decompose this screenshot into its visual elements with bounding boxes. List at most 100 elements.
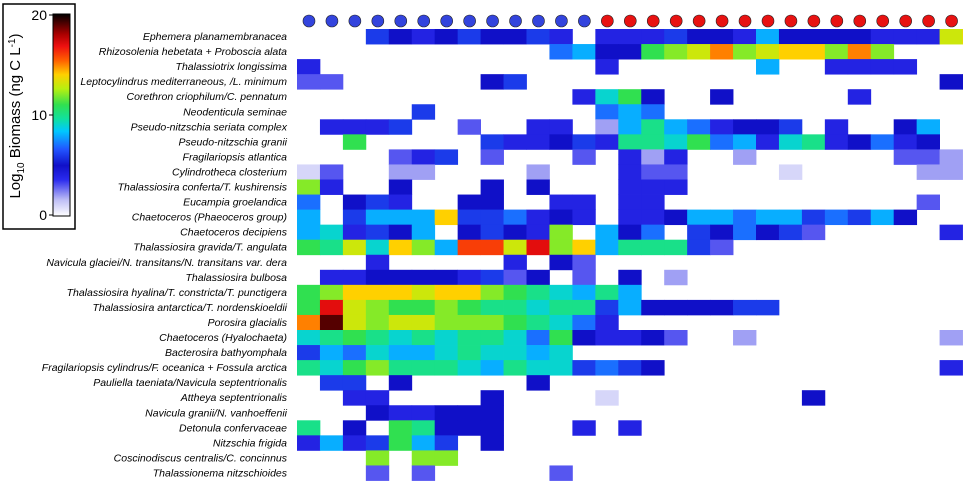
heatmap-cell xyxy=(664,179,688,195)
station-marker-blue xyxy=(348,14,362,28)
heatmap-cell xyxy=(526,345,550,361)
heatmap-cell xyxy=(480,390,504,406)
heatmap-cell xyxy=(388,360,413,376)
heatmap-cell xyxy=(297,194,321,210)
heatmap-cell xyxy=(572,360,596,376)
heatmap-cell xyxy=(297,420,321,436)
station-marker-red xyxy=(646,14,660,28)
heatmap-cell xyxy=(319,345,344,361)
station-marker-red xyxy=(623,14,637,28)
heatmap-cell xyxy=(411,209,436,226)
taxon-label: Cylindrotheca closterium xyxy=(172,166,287,178)
heatmap-cell xyxy=(480,134,504,150)
heatmap-cell xyxy=(342,390,367,406)
heatmap-cell xyxy=(411,149,436,165)
heatmap-cell xyxy=(595,59,619,75)
heatmap-cell xyxy=(526,179,550,195)
station-marker-red xyxy=(692,14,706,28)
heatmap-cell xyxy=(480,299,504,316)
taxon-label: Chaetoceros (Hyalochaeta) xyxy=(159,332,287,344)
heatmap-cell xyxy=(434,239,459,256)
heatmap-cell xyxy=(733,224,757,241)
taxon-label: Navicula glaciei/N. transitans/N. transi… xyxy=(46,257,287,269)
heatmap-cell xyxy=(297,345,321,361)
heatmap-cell xyxy=(641,179,665,195)
station-marker-blue xyxy=(371,14,385,28)
heatmap-cell xyxy=(939,224,963,241)
heatmap-cell xyxy=(319,224,344,241)
heatmap-cell xyxy=(847,134,872,150)
heatmap-cell xyxy=(526,134,550,150)
heatmap-cell xyxy=(778,224,803,241)
heatmap-cell xyxy=(756,29,780,45)
station-marker-blue xyxy=(555,14,568,28)
heatmap-cell xyxy=(733,119,757,135)
heatmap-cell xyxy=(549,29,573,45)
heatmap-cell xyxy=(549,44,573,60)
heatmap-cell xyxy=(687,299,711,316)
heatmap-cell xyxy=(939,164,963,180)
heatmap-cell xyxy=(434,450,459,466)
heatmap-cell xyxy=(342,224,367,241)
heatmap-cell xyxy=(641,360,665,376)
colorbar-tick-label-10: 10 xyxy=(31,107,47,123)
taxon-label: Rhizosolenia hebetata + Proboscia alata xyxy=(99,46,287,58)
heatmap-cell xyxy=(733,209,757,226)
heatmap-cell xyxy=(342,314,367,331)
heatmap-cell xyxy=(365,435,390,451)
heatmap-cell xyxy=(641,134,665,150)
heatmap-cell xyxy=(939,149,963,165)
heatmap-cell xyxy=(618,299,642,316)
heatmap-cell xyxy=(893,149,918,165)
taxon-label: Detonula confervaceae xyxy=(179,422,287,434)
heatmap-cell xyxy=(549,284,573,301)
heatmap-cell xyxy=(595,44,619,60)
heatmap-cell xyxy=(778,29,803,45)
heatmap-cell xyxy=(297,314,321,331)
heatmap-cell xyxy=(824,119,849,135)
heatmap-cell xyxy=(342,194,367,210)
taxon-label: Neodenticula seminae xyxy=(183,106,287,118)
heatmap-cell xyxy=(756,119,780,135)
heatmap-cell xyxy=(457,330,481,346)
station-marker-red xyxy=(876,14,890,28)
heatmap-cell xyxy=(411,239,436,256)
heatmap-cell xyxy=(526,29,550,45)
heatmap-cell xyxy=(297,284,321,301)
heatmap-cell xyxy=(411,360,436,376)
heatmap-cell xyxy=(572,254,596,271)
heatmap-cell xyxy=(733,149,757,165)
heatmap-cell xyxy=(503,284,527,301)
heatmap-cell xyxy=(549,194,573,210)
heatmap-cell xyxy=(733,44,757,60)
heatmap-cell xyxy=(411,314,436,331)
heatmap-cell xyxy=(572,134,596,150)
heatmap-cell xyxy=(916,149,940,165)
heatmap-cell xyxy=(756,44,780,60)
station-marker-red xyxy=(945,14,958,28)
heatmap-cell xyxy=(297,435,321,451)
heatmap-cell xyxy=(710,29,734,45)
heatmap-cell xyxy=(778,44,803,60)
heatmap-cell xyxy=(342,420,367,436)
station-marker-red xyxy=(761,14,775,28)
taxon-label: Thalassiosira gravida/T. angulata xyxy=(133,242,287,254)
heatmap-cell xyxy=(939,360,963,376)
heatmap-cell xyxy=(824,44,849,60)
heatmap-cell xyxy=(618,284,642,301)
heatmap-cell xyxy=(893,119,918,135)
station-marker-blue xyxy=(509,14,522,28)
heatmap-cell xyxy=(549,360,573,376)
heatmap-cell xyxy=(733,330,757,346)
heatmap-cell xyxy=(687,44,711,60)
heatmap-cell xyxy=(618,89,642,105)
heatmap-cell xyxy=(411,164,436,180)
heatmap-cell xyxy=(480,74,504,90)
heatmap-cell xyxy=(549,299,573,316)
heatmap-cell xyxy=(388,164,413,180)
heatmap-cell xyxy=(319,164,344,180)
heatmap-cell xyxy=(388,284,413,301)
heatmap-cell xyxy=(710,134,734,150)
heatmap-cell xyxy=(319,330,344,346)
